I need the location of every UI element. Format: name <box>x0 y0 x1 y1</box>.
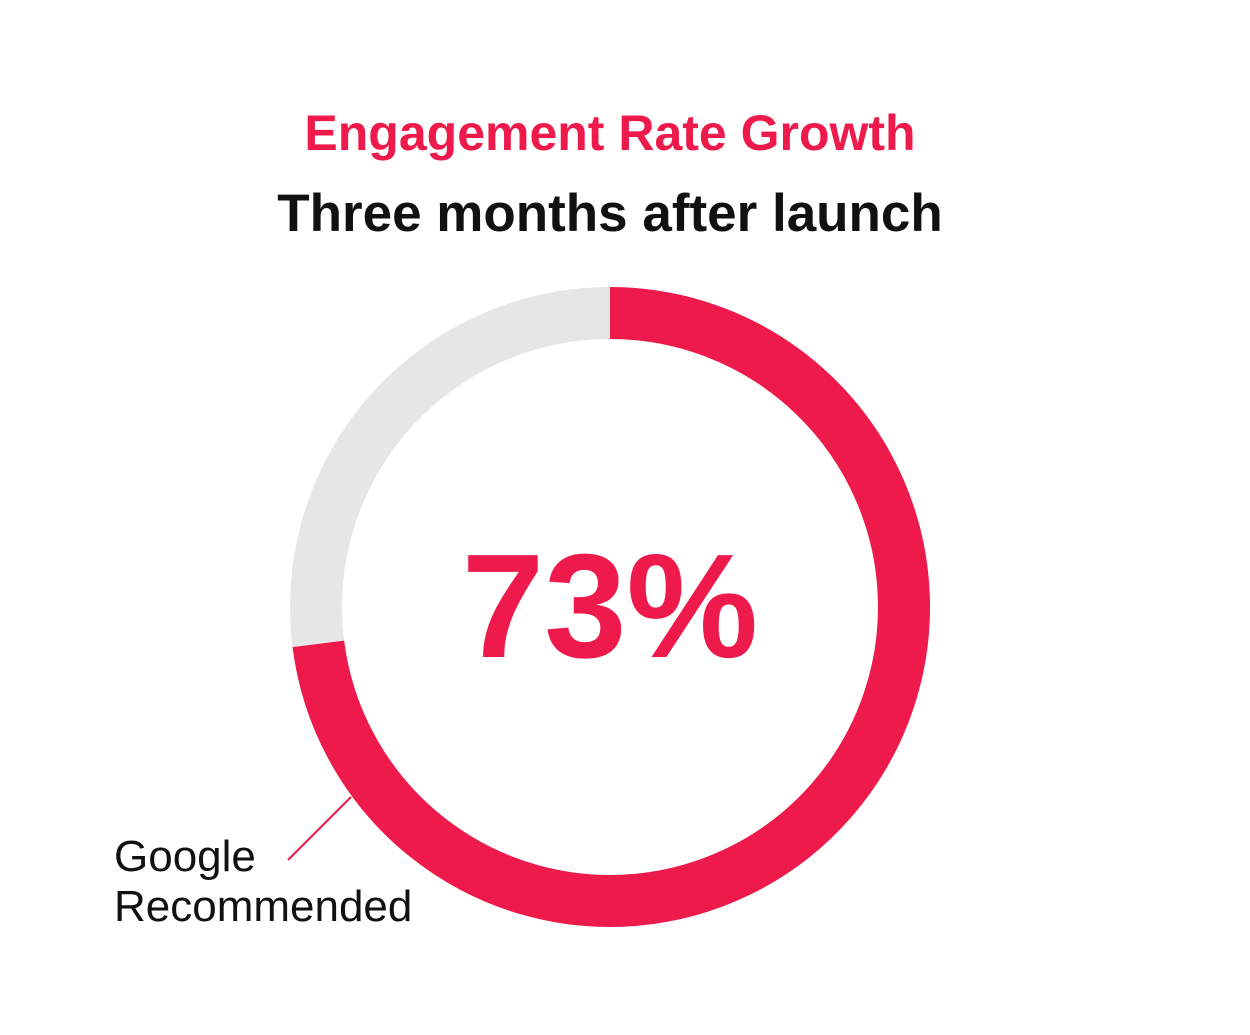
chart-title: Engagement Rate Growth <box>304 105 916 161</box>
chart-subtitle: Three months after launch <box>277 184 943 243</box>
center-percentage-label: 73% <box>462 524 758 689</box>
callout-label-line2: Recommended <box>114 882 412 931</box>
callout-label-line1: Google <box>114 832 256 881</box>
donut-value-arc <box>292 287 930 927</box>
callout-leader-line <box>287 796 352 861</box>
